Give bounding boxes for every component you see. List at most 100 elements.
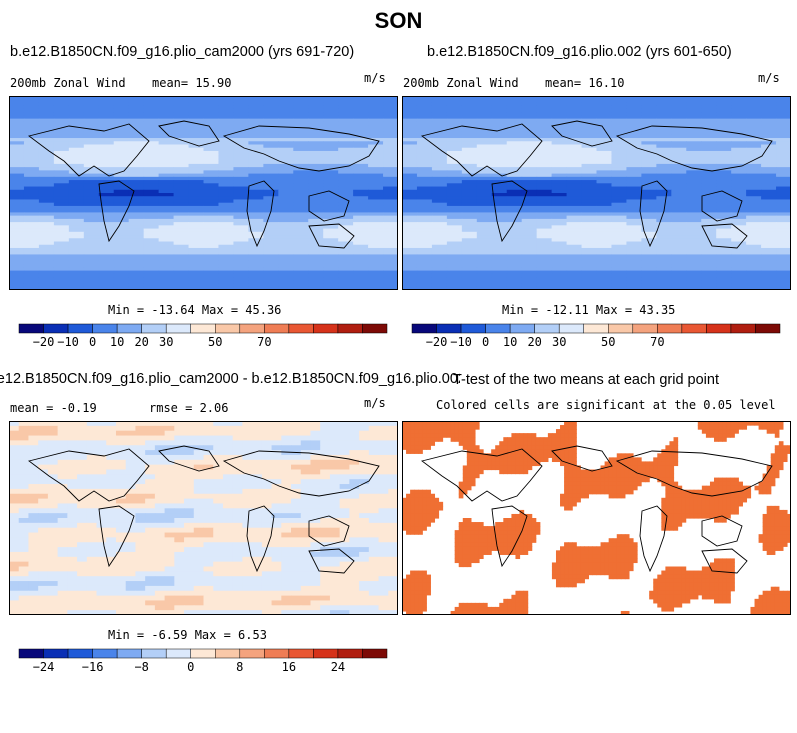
wind-cell — [188, 270, 204, 275]
wind-cell — [308, 108, 324, 113]
significant-cell — [730, 429, 735, 434]
wind-cell — [611, 189, 627, 194]
wind-cell — [581, 157, 597, 162]
difference-cell — [339, 585, 350, 592]
wind-cell — [716, 280, 732, 285]
wind-cell — [218, 209, 234, 213]
wind-cell — [98, 160, 115, 165]
difference-cell — [145, 581, 156, 587]
significant-cell — [527, 433, 533, 438]
wind-cell — [491, 141, 508, 145]
wind-cell — [551, 222, 568, 226]
wind-cell — [338, 115, 354, 120]
wind-cell — [9, 202, 25, 207]
wind-cell — [278, 157, 294, 162]
wind-cell — [566, 225, 583, 230]
wind-cell — [323, 108, 339, 113]
significant-cell — [454, 425, 460, 430]
wind-cell — [566, 270, 583, 275]
difference-cell — [106, 425, 117, 432]
wind-cell — [446, 215, 463, 220]
wind-cell — [383, 189, 398, 194]
difference-cell — [96, 522, 107, 529]
wind-cell — [173, 202, 190, 207]
wind-cell — [158, 212, 175, 217]
wind-cell — [68, 202, 85, 207]
wind-cell — [263, 118, 279, 123]
wind-cell — [38, 283, 55, 288]
wind-cell — [731, 134, 747, 139]
wind-cell — [671, 270, 687, 275]
coastline — [98, 180, 135, 243]
wind-cell — [203, 225, 219, 230]
wind-cell — [536, 280, 553, 285]
wind-cell — [611, 134, 627, 139]
difference-cell — [18, 547, 29, 553]
difference-cell — [154, 430, 166, 437]
wind-cell — [761, 238, 777, 242]
difference-cell — [339, 581, 350, 587]
wind-cell — [581, 244, 597, 249]
wind-cell — [686, 238, 702, 242]
difference-cell — [368, 542, 380, 548]
wind-cell — [521, 199, 538, 204]
difference-cell — [193, 450, 204, 456]
difference-cell — [96, 547, 107, 553]
wind-cell — [143, 270, 160, 275]
wind-cell — [173, 189, 190, 194]
wind-cell — [641, 170, 657, 175]
wind-cell — [641, 267, 657, 272]
difference-cell — [38, 542, 49, 548]
difference-cell — [213, 464, 224, 470]
wind-cell — [263, 222, 279, 226]
difference-cell — [9, 590, 20, 597]
difference-cell — [261, 595, 273, 601]
wind-cell — [188, 222, 204, 226]
difference-cell — [77, 595, 88, 601]
wind-cell — [68, 218, 85, 223]
wind-cell — [416, 183, 433, 188]
wind-cell — [113, 157, 130, 162]
significant-cell — [450, 429, 456, 434]
significant-cell — [446, 421, 452, 426]
wind-cell — [128, 257, 145, 262]
difference-cell — [310, 488, 321, 495]
wind-cell — [188, 228, 204, 233]
wind-cell — [491, 193, 508, 197]
difference-cell — [47, 547, 59, 553]
difference-cell — [184, 445, 195, 451]
wind-cell — [506, 283, 523, 288]
wind-cell — [233, 215, 249, 220]
wind-cell — [746, 235, 762, 239]
colorbar-swatch — [583, 323, 609, 334]
wind-cell — [761, 215, 777, 220]
wind-cell — [671, 157, 687, 162]
wind-cell — [323, 283, 339, 288]
wind-cell — [218, 138, 234, 142]
wind-cell — [506, 115, 523, 120]
wind-cell — [53, 257, 70, 262]
difference-cell — [174, 605, 185, 611]
wind-cell — [173, 205, 190, 210]
wind-cell — [536, 251, 553, 255]
wind-cell — [248, 260, 264, 265]
difference-cell — [77, 585, 88, 592]
difference-cell — [164, 600, 175, 606]
wind-cell — [143, 157, 160, 162]
wind-cell — [143, 264, 160, 268]
difference-cell — [18, 537, 29, 543]
wind-cell — [158, 173, 175, 178]
wind-cell — [53, 147, 70, 152]
wind-cell — [173, 199, 190, 204]
difference-cell — [320, 474, 331, 480]
difference-cell — [310, 450, 321, 456]
difference-cell — [57, 425, 68, 432]
wind-cell — [566, 280, 583, 285]
wind-cell — [761, 128, 777, 133]
difference-cell — [47, 445, 59, 451]
colorbar-swatch — [362, 648, 388, 659]
difference-cell — [57, 527, 68, 534]
wind-cell — [686, 264, 702, 268]
wind-cell — [293, 280, 309, 285]
wind-cell — [446, 131, 463, 136]
